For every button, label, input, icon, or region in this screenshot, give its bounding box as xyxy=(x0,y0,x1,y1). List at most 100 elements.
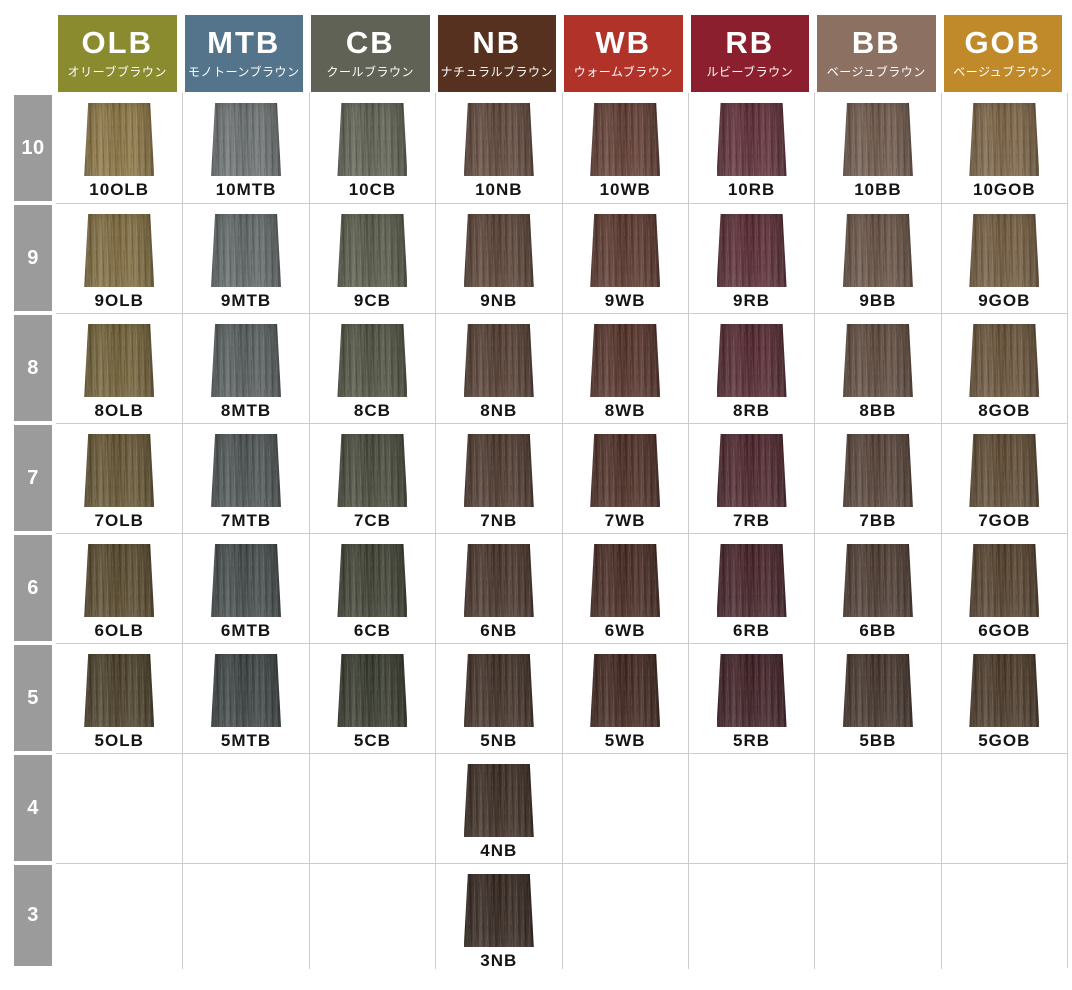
swatch-label: 5BB xyxy=(859,731,897,750)
hair-swatch-10cb xyxy=(337,103,408,176)
cell-6-cb: 6CB xyxy=(308,534,435,643)
column-subtitle: ベージュブラウン xyxy=(826,65,926,80)
cell-8-bb: 8BB xyxy=(814,314,940,423)
column-header-olb: OLB オリーブブラウン xyxy=(58,15,177,92)
cell-7-rb: 7RB xyxy=(687,424,814,533)
swatch-label: 10GOB xyxy=(972,180,1036,199)
level-cells: 9OLB 9MTB 9CB 9NB 9WB 9RB 9BB 9GOB xyxy=(56,203,1068,313)
swatch-label: 10BB xyxy=(854,180,902,199)
hair-swatch-9olb xyxy=(84,214,155,287)
cell-3-bb xyxy=(814,864,940,969)
level-row-4: 4 4NB xyxy=(14,753,1068,863)
cell-7-wb: 7WB xyxy=(561,424,688,533)
hair-swatch-5rb xyxy=(716,654,787,727)
cell-5-nb: 5NB xyxy=(435,644,561,753)
hair-swatch-6nb xyxy=(463,544,534,617)
cell-9-mtb: 9MTB xyxy=(182,204,308,313)
cell-4-olb xyxy=(56,754,182,863)
hair-swatch-7rb xyxy=(716,434,787,507)
level-cells: 3NB xyxy=(56,863,1068,969)
cell-5-olb: 5OLB xyxy=(56,644,182,753)
hair-swatch-8mtb xyxy=(211,324,282,397)
hair-swatch-6olb xyxy=(84,544,155,617)
cell-5-rb: 5RB xyxy=(687,644,814,753)
cell-4-wb xyxy=(561,754,688,863)
hair-swatch-9wb xyxy=(590,214,661,287)
hair-swatch-9nb xyxy=(463,214,534,287)
swatch-label: 9BB xyxy=(859,291,897,310)
cell-3-cb xyxy=(308,864,435,969)
column-subtitle: オリーブブラウン xyxy=(67,65,167,80)
level-row-5: 5 5OLB 5MTB 5CB 5NB 5WB 5RB 5BB 5GOB xyxy=(14,643,1068,753)
swatch-label: 8WB xyxy=(604,401,646,420)
swatch-label: 9MTB xyxy=(220,291,272,310)
column-code: BB xyxy=(851,24,901,60)
column-headers: OLB オリーブブラウン MTB モノトーンブラウン CB クールブラウン NB ナチュラルブ… xyxy=(56,15,1068,92)
level-label: 10 xyxy=(14,95,52,201)
cell-7-gob: 7GOB xyxy=(940,424,1067,533)
hair-swatch-6rb xyxy=(716,544,787,617)
hair-swatch-5cb xyxy=(337,654,408,727)
swatch-label: 6RB xyxy=(733,621,771,640)
level-label: 3 xyxy=(14,865,52,966)
column-code: GOB xyxy=(964,24,1042,60)
cell-3-wb xyxy=(561,864,688,969)
cell-3-gob xyxy=(940,864,1067,969)
hair-swatch-8olb xyxy=(84,324,155,397)
hair-swatch-9gob xyxy=(969,214,1040,287)
hair-swatch-7bb xyxy=(842,434,913,507)
swatch-label: 9CB xyxy=(353,291,391,310)
hair-swatch-8gob xyxy=(969,324,1040,397)
swatch-label: 7RB xyxy=(733,511,771,530)
column-header-rb: RB ルビーブラウン xyxy=(690,15,809,92)
swatch-label: 7OLB xyxy=(94,511,144,530)
hair-swatch-8wb xyxy=(590,324,661,397)
hair-swatch-10nb xyxy=(463,103,534,176)
hair-swatch-6mtb xyxy=(211,544,282,617)
swatch-label: 9GOB xyxy=(978,291,1031,310)
cell-4-rb xyxy=(687,754,814,863)
level-row-9: 9 9OLB 9MTB 9CB 9NB 9WB 9RB 9BB 9GOB xyxy=(14,203,1068,313)
column-subtitle: ナチュラルブラウン xyxy=(440,65,553,80)
cell-10-gob: 10GOB xyxy=(940,93,1067,203)
swatch-label: 7NB xyxy=(480,511,518,530)
cell-10-nb: 10NB xyxy=(435,93,561,203)
level-row-6: 6 6OLB 6MTB 6CB 6NB 6WB 6RB 6BB 6GOB xyxy=(14,533,1068,643)
cell-4-nb: 4NB xyxy=(435,754,561,863)
swatch-label: 10RB xyxy=(727,180,776,199)
hair-swatch-10gob xyxy=(969,103,1040,176)
swatch-label: 7CB xyxy=(353,511,391,530)
swatch-label: 8CB xyxy=(353,401,391,420)
column-subtitle: ルビーブラウン xyxy=(706,65,794,80)
column-code: RB xyxy=(725,24,775,60)
hair-swatch-6cb xyxy=(337,544,408,617)
swatch-label: 9NB xyxy=(480,291,518,310)
swatch-label: 10CB xyxy=(348,180,397,199)
cell-10-bb: 10BB xyxy=(814,93,940,203)
level-label: 9 xyxy=(14,205,52,311)
swatch-label: 6WB xyxy=(604,621,646,640)
swatch-label: 6MTB xyxy=(220,621,272,640)
hair-swatch-8nb xyxy=(463,324,534,397)
cell-6-wb: 6WB xyxy=(561,534,688,643)
swatch-label: 8RB xyxy=(733,401,771,420)
cell-6-olb: 6OLB xyxy=(56,534,182,643)
column-code: WB xyxy=(595,24,652,60)
level-row-8: 8 8OLB 8MTB 8CB 8NB 8WB 8RB 8BB 8GOB xyxy=(14,313,1068,423)
hair-swatch-7gob xyxy=(969,434,1040,507)
cell-9-rb: 9RB xyxy=(687,204,814,313)
cell-4-mtb xyxy=(182,754,308,863)
cell-5-gob: 5GOB xyxy=(940,644,1067,753)
swatch-label: 5CB xyxy=(353,731,391,750)
cell-6-gob: 6GOB xyxy=(940,534,1067,643)
level-cells: 10OLB 10MTB 10CB 10NB 10WB 10RB 10BB 10GOB xyxy=(56,93,1068,203)
swatch-label: 5GOB xyxy=(978,731,1031,750)
cell-5-bb: 5BB xyxy=(814,644,940,753)
hair-swatch-8cb xyxy=(337,324,408,397)
hair-swatch-4nb xyxy=(463,764,534,837)
swatch-label: 7GOB xyxy=(978,511,1031,530)
column-header-wb: WB ウォームブラウン xyxy=(564,15,683,92)
cell-9-cb: 9CB xyxy=(308,204,435,313)
hair-swatch-5wb xyxy=(590,654,661,727)
swatch-label: 8MTB xyxy=(220,401,272,420)
